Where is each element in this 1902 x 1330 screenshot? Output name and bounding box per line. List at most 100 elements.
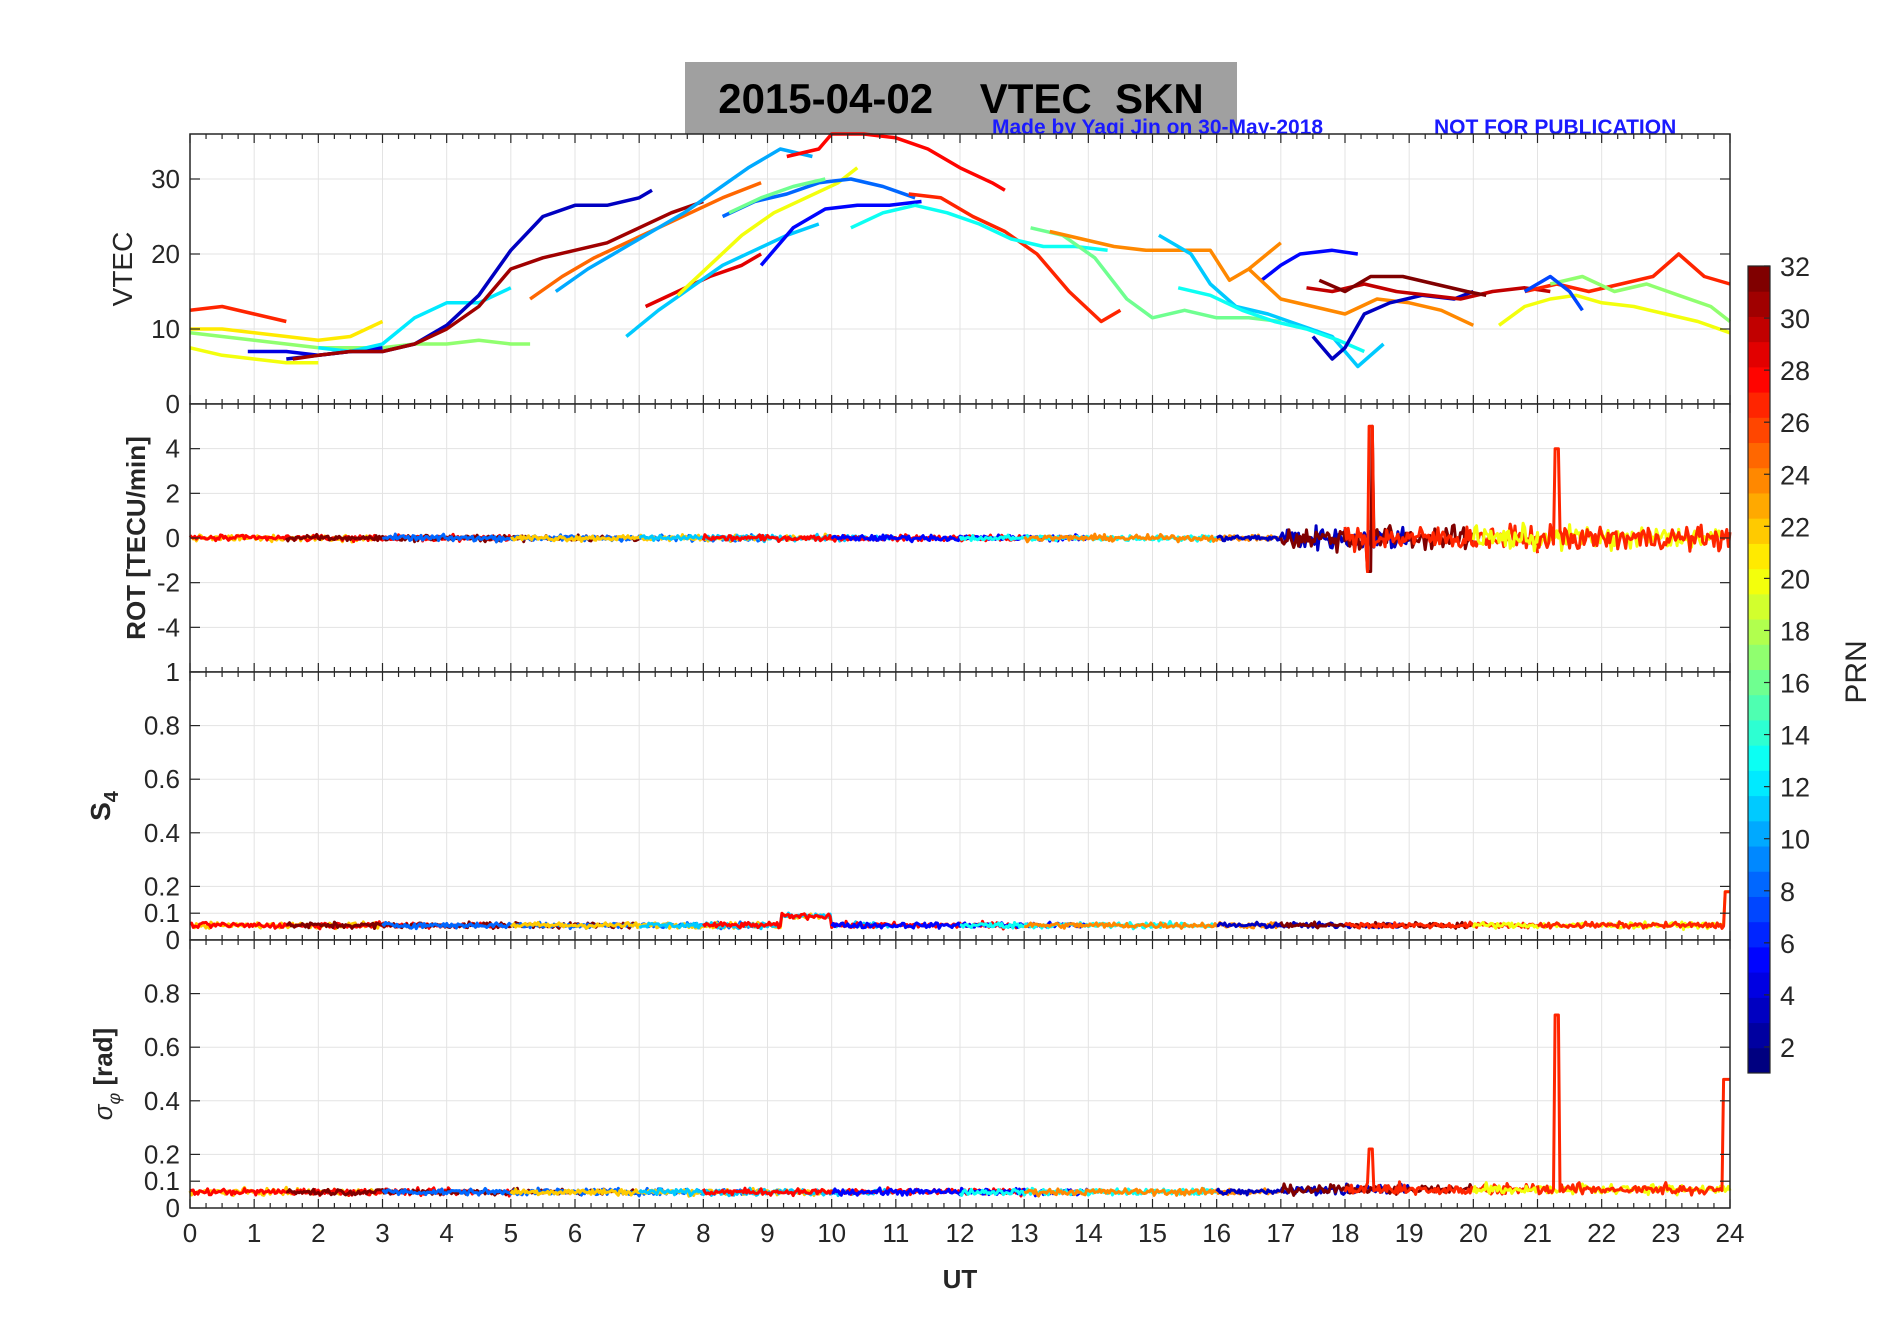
colorbar-swatch-prn-2: [1748, 1022, 1770, 1049]
colorbar-swatch-prn-16: [1748, 669, 1770, 696]
vtec-series-prn-24: [1247, 267, 1475, 327]
title-background: [685, 62, 1237, 134]
colorbar-tick-label: 16: [1780, 669, 1810, 699]
y-tick-label-sigma_phi: 0.2: [144, 1139, 180, 1169]
colorbar-swatch-prn-17: [1748, 644, 1770, 670]
y-tick-label-rot: -2: [157, 568, 180, 598]
colorbar-swatch-prn-14: [1748, 719, 1770, 746]
vtec-series-prn-31: [292, 199, 704, 361]
colorbar-tick-label: 6: [1780, 929, 1795, 959]
colorbar-swatch-prn-10: [1748, 820, 1770, 847]
x-tick-label: 0: [183, 1218, 197, 1248]
colorbar-tick-label: 14: [1780, 721, 1810, 751]
colorbar-swatch-prn-22: [1748, 518, 1770, 544]
colorbar-tick-label: 2: [1780, 1033, 1795, 1063]
y-tick-label-sigma_phi: 0: [166, 1193, 180, 1223]
chart-title: 2015-04-02 VTEC SKN: [718, 75, 1204, 122]
y-axis-label-rot: ROT [TECU/min]: [121, 436, 151, 640]
y-tick-label-rot: 2: [166, 478, 180, 508]
y-tick-label-s4: 0: [166, 925, 180, 955]
rot-trace-prn-27: [1536, 447, 1732, 553]
grid-sigma_phi: [189, 940, 1731, 1209]
x-tick-label: 19: [1395, 1218, 1424, 1248]
traces-sigma_phi: [188, 1013, 1732, 1198]
ticks-rot: [189, 404, 1731, 672]
colorbar-swatch-prn-5: [1748, 946, 1770, 973]
colorbar-swatch-prn-18: [1748, 619, 1770, 645]
x-tick-label: 6: [568, 1218, 582, 1248]
x-tick-label: 1: [247, 1218, 261, 1248]
vtec-series-prn-5: [759, 199, 922, 267]
colorbar-tick-label: 8: [1780, 877, 1795, 907]
x-tick-label: 13: [1010, 1218, 1039, 1248]
y-tick-label-rot: 0: [166, 523, 180, 553]
colorbar-tick-label: 12: [1780, 773, 1810, 803]
y-tick-label-vtec: 20: [151, 239, 180, 269]
colorbar-tick-label: 4: [1780, 981, 1795, 1011]
vtec-series-prn-17: [1549, 274, 1732, 323]
traces-vtec: [189, 132, 1732, 369]
colorbar-swatch-prn-27: [1748, 392, 1770, 418]
x-tick-label: 18: [1331, 1218, 1360, 1248]
x-tick-label: 17: [1266, 1218, 1295, 1248]
colorbar-swatch-prn-19: [1748, 593, 1770, 620]
colorbar-tick-label: 30: [1780, 304, 1810, 334]
y-axis-label-sigma-phi: σφ [rad]: [88, 1028, 124, 1120]
colorbar-tick-label: 20: [1780, 564, 1810, 594]
vtec-series-prn-24: [1049, 229, 1282, 283]
y-tick-label-rot: -4: [157, 612, 180, 642]
x-tick-label: 11: [882, 1218, 909, 1248]
colorbar-swatch-prn-26: [1748, 417, 1770, 444]
vtec-series-prn-27: [189, 304, 287, 324]
colorbar: [1747, 265, 1771, 1074]
colorbar-frame: [1747, 265, 1771, 1074]
y-axis-label-vtec: VTEC: [107, 232, 138, 307]
x-tick-label: 7: [632, 1218, 646, 1248]
colorbar-swatch-prn-23: [1748, 492, 1770, 519]
colorbar-swatch-prn-11: [1748, 795, 1770, 822]
vtec-series-prn-16: [1030, 226, 1282, 324]
vtec-series-prn-7: [1523, 274, 1584, 312]
grid-vtec: [189, 134, 1731, 405]
colorbar-tick-label: 10: [1780, 825, 1810, 855]
y-tick-label-sigma_phi: 0.4: [144, 1086, 180, 1116]
colorbar-swatch-prn-30: [1748, 316, 1770, 343]
y-tick-label-s4: 0.4: [144, 818, 180, 848]
x-tick-label: 5: [504, 1218, 518, 1248]
vtec-series-prn-5: [1260, 248, 1359, 282]
colorbar-label: PRN: [1840, 640, 1873, 703]
y-tick-label-s4: 0.1: [144, 898, 180, 928]
s4-trace-prn-20: [1471, 890, 1730, 931]
rot-trace-prn-24: [1023, 532, 1283, 544]
ticks-sigma_phi: [189, 940, 1731, 1209]
y-tick-label-vtec: 30: [151, 164, 180, 194]
colorbar-swatch-prn-31: [1748, 291, 1770, 317]
sigma_phi-trace-prn-27: [1536, 1013, 1730, 1197]
colorbar-swatch-prn-21: [1748, 543, 1770, 570]
colorbar-swatch-prn-1: [1748, 1047, 1770, 1074]
x-tick-label: 22: [1587, 1218, 1616, 1248]
x-tick-label: 3: [375, 1218, 389, 1248]
y-tick-label-s4: 0.8: [144, 711, 180, 741]
ticks-s4: [189, 671, 1731, 941]
vtec-series-prn-20: [189, 346, 319, 365]
ticks-vtec: [189, 134, 1731, 405]
colorbar-tick-label: 26: [1780, 408, 1810, 438]
y-tick-label-s4: 1: [166, 657, 180, 687]
colorbar-tick-label: 32: [1780, 252, 1810, 282]
colorbar-tick-label: 28: [1780, 356, 1810, 386]
x-tick-label: 2: [311, 1218, 325, 1248]
colorbar-swatch-prn-25: [1748, 442, 1770, 469]
x-tick-label: 9: [760, 1218, 774, 1248]
vtec-series-prn-13: [850, 203, 1108, 253]
colorbar-swatch-prn-3: [1748, 997, 1770, 1024]
vtec-series-prn-20: [676, 166, 859, 297]
y-tick-label-vtec: 10: [151, 314, 180, 344]
vtec-series-prn-16: [728, 177, 826, 215]
y-tick-label-sigma_phi: 0.8: [144, 979, 180, 1009]
x-tick-label: 4: [439, 1218, 453, 1248]
x-tick-label: 16: [1202, 1218, 1231, 1248]
x-tick-label: 15: [1138, 1218, 1167, 1248]
y-tick-label-sigma_phi: 0.1: [144, 1166, 180, 1196]
